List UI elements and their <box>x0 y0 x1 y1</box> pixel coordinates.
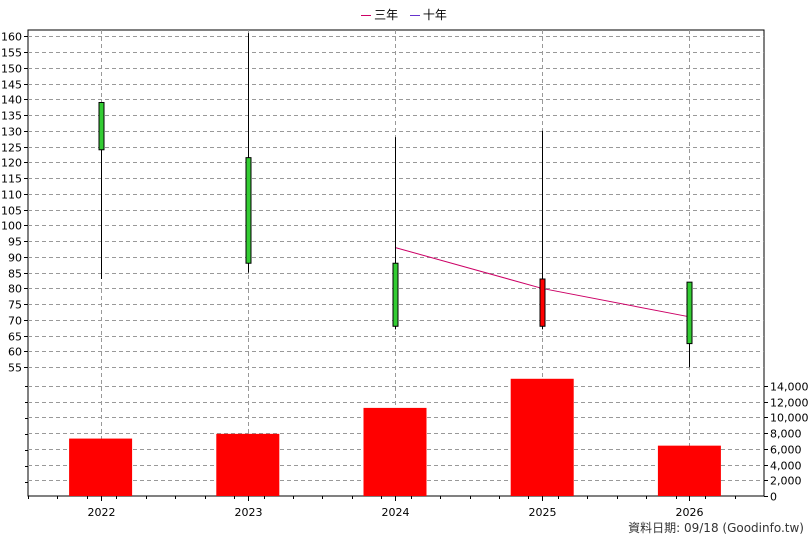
price-tick-label: 140 <box>1 94 22 107</box>
price-tick-label: 155 <box>1 47 22 60</box>
candle-body <box>245 157 252 264</box>
price-tick-label: 100 <box>1 220 22 233</box>
volume-tick-label: 12,000 <box>770 397 808 410</box>
volume-tick-label: 6,000 <box>770 444 802 457</box>
legend-swatch-three-year <box>361 15 372 16</box>
volume-tick-label: 14,000 <box>770 381 808 394</box>
volume-tick-label: 2,000 <box>770 475 802 488</box>
category-label: 2024 <box>382 506 410 519</box>
legend-label-three-year: 三年 <box>374 8 399 22</box>
price-tick-label: 145 <box>1 79 22 92</box>
price-tick-label: 115 <box>1 173 22 186</box>
volume-bar <box>510 378 574 496</box>
legend: 三年 十年 <box>0 6 808 23</box>
volume-tick-label: 0 <box>770 491 777 504</box>
volume-bar <box>657 445 721 496</box>
price-tick-label: 110 <box>1 189 22 202</box>
candle-body <box>686 281 693 345</box>
price-tick-label: 70 <box>8 315 22 328</box>
legend-item-three-year: 三年 <box>361 6 398 23</box>
volume-bar <box>69 438 133 496</box>
data-date-footnote: 資料日期: 09/18 (Goodinfo.tw) <box>628 521 804 535</box>
volume-bar <box>363 407 427 496</box>
price-tick-label: 135 <box>1 110 22 123</box>
candle-body <box>539 278 546 327</box>
category-label: 2022 <box>88 506 116 519</box>
price-tick-label: 120 <box>1 157 22 170</box>
volume-tick-label: 4,000 <box>770 460 802 473</box>
price-tick-label: 150 <box>1 63 22 76</box>
candle-body <box>392 262 399 327</box>
category-label: 2026 <box>676 506 704 519</box>
category-label: 2023 <box>235 506 263 519</box>
candle-body <box>98 101 105 151</box>
price-tick-label: 160 <box>1 31 22 44</box>
price-tick-label: 90 <box>8 252 22 265</box>
category-label: 2025 <box>529 506 557 519</box>
volume-tick-label: 10,000 <box>770 412 808 425</box>
price-tick-label: 105 <box>1 205 22 218</box>
legend-label-ten-year: 十年 <box>422 8 447 22</box>
legend-swatch-ten-year <box>409 15 420 16</box>
price-tick-label: 95 <box>8 236 22 249</box>
volume-bar <box>216 433 280 496</box>
price-tick-label: 80 <box>8 283 22 296</box>
price-tick-label: 55 <box>8 362 22 375</box>
price-tick-label: 60 <box>8 346 22 359</box>
price-tick-label: 75 <box>8 299 22 312</box>
price-tick-label: 85 <box>8 268 22 281</box>
price-tick-label: 65 <box>8 331 22 344</box>
price-tick-label: 125 <box>1 142 22 155</box>
legend-item-ten-year: 十年 <box>409 6 447 23</box>
volume-tick-label: 8,000 <box>770 428 802 441</box>
price-tick-label: 130 <box>1 126 22 139</box>
